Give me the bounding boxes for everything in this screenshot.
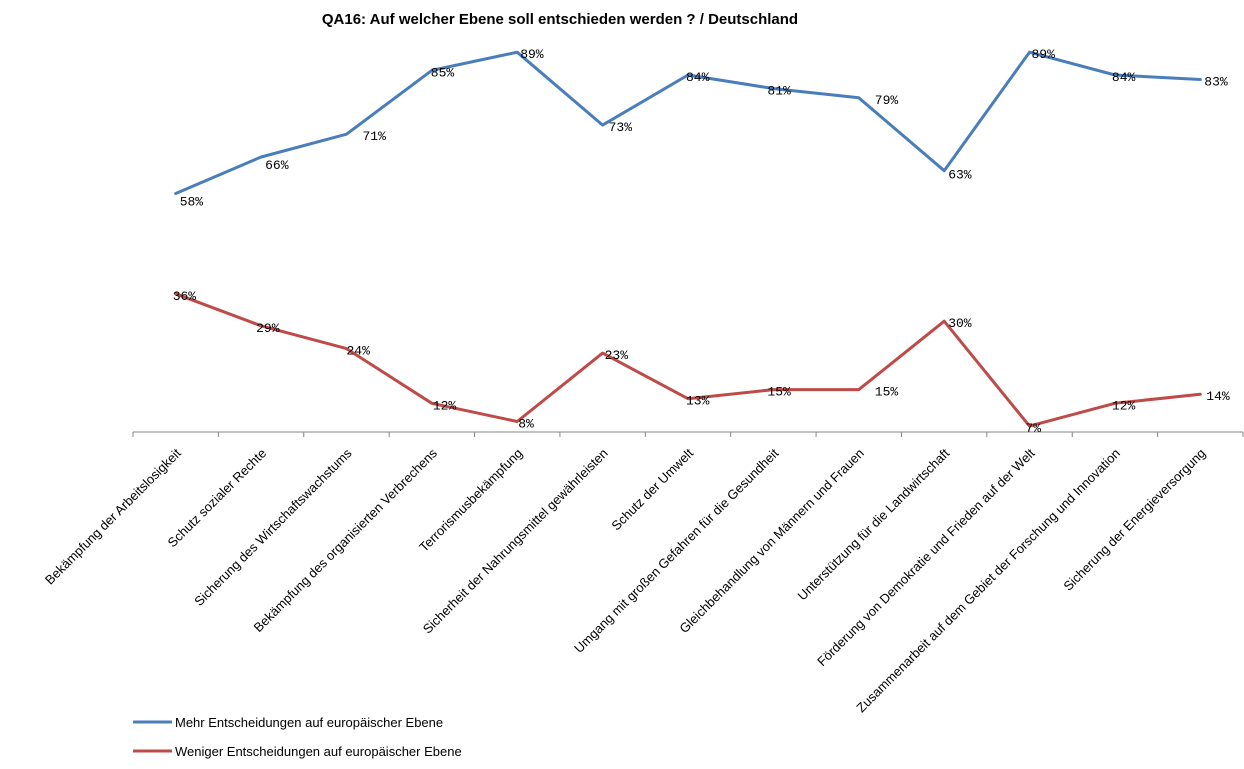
legend-label: Weniger Entscheidungen auf europäischer … <box>175 744 462 759</box>
legend: Mehr Entscheidungen auf europäischer Ebe… <box>133 715 462 759</box>
category-label: Gleichbehandlung von Männern und Frauen <box>676 446 866 636</box>
data-label: 29% <box>256 321 280 336</box>
data-label: 73% <box>609 120 633 135</box>
data-label: 66% <box>265 158 289 173</box>
category-label: Bekämpfung der Arbeitslosigkeit <box>42 445 184 587</box>
series-line-2 <box>174 292 1202 428</box>
data-label: 7% <box>1026 421 1042 436</box>
data-label: 30% <box>948 316 972 331</box>
data-label: 84% <box>1112 70 1136 85</box>
data-label: 89% <box>520 47 544 62</box>
data-label: 89% <box>1032 47 1056 62</box>
data-label: 81% <box>767 84 791 99</box>
series-layer <box>174 50 1202 428</box>
data-label: 84% <box>686 70 710 85</box>
data-label: 12% <box>433 398 457 413</box>
data-label: 24% <box>347 344 371 359</box>
category-label: Bekämpfung des organisierten Verbrechens <box>251 445 441 635</box>
data-label: 79% <box>875 93 899 108</box>
legend-item: Mehr Entscheidungen auf europäischer Ebe… <box>133 715 443 730</box>
category-label: Sicherung des Wirtschaftswachstums <box>191 445 355 609</box>
category-label: Sicherheit der Nahrungsmittel gewährleis… <box>420 446 611 637</box>
data-label: 14% <box>1206 389 1230 404</box>
legend-item: Weniger Entscheidungen auf europäischer … <box>133 744 462 759</box>
data-label: 71% <box>363 129 387 144</box>
data-label: 13% <box>686 394 710 409</box>
category-label: Unterstützung für die Landwirtschaft <box>795 445 953 603</box>
data-label: 12% <box>1112 398 1136 413</box>
category-label: Schutz der Umwelt <box>608 445 696 533</box>
data-labels: 58% 66% 71% 85% 89% 73% 84% 81% 79% 63% 89% 84% 83% 3… <box>173 47 1230 436</box>
data-label: 8% <box>518 417 534 432</box>
x-axis <box>132 431 1244 437</box>
series-line-1 <box>174 50 1202 195</box>
data-label: 23% <box>605 348 629 363</box>
data-label: 85% <box>431 65 455 80</box>
data-label: 15% <box>767 385 791 400</box>
category-label: Schutz sozialer Rechte <box>165 446 270 551</box>
data-label: 83% <box>1204 75 1228 90</box>
legend-label: Mehr Entscheidungen auf europäischer Ebe… <box>175 715 443 730</box>
data-label: 58% <box>180 195 204 210</box>
data-label: 15% <box>875 385 899 400</box>
data-label: 63% <box>948 168 972 183</box>
category-label: Sicherung der Energieversorgung <box>1060 446 1208 594</box>
data-label: 36% <box>173 289 197 304</box>
chart-title: QA16: Auf welcher Ebene soll entschieden… <box>322 11 798 28</box>
